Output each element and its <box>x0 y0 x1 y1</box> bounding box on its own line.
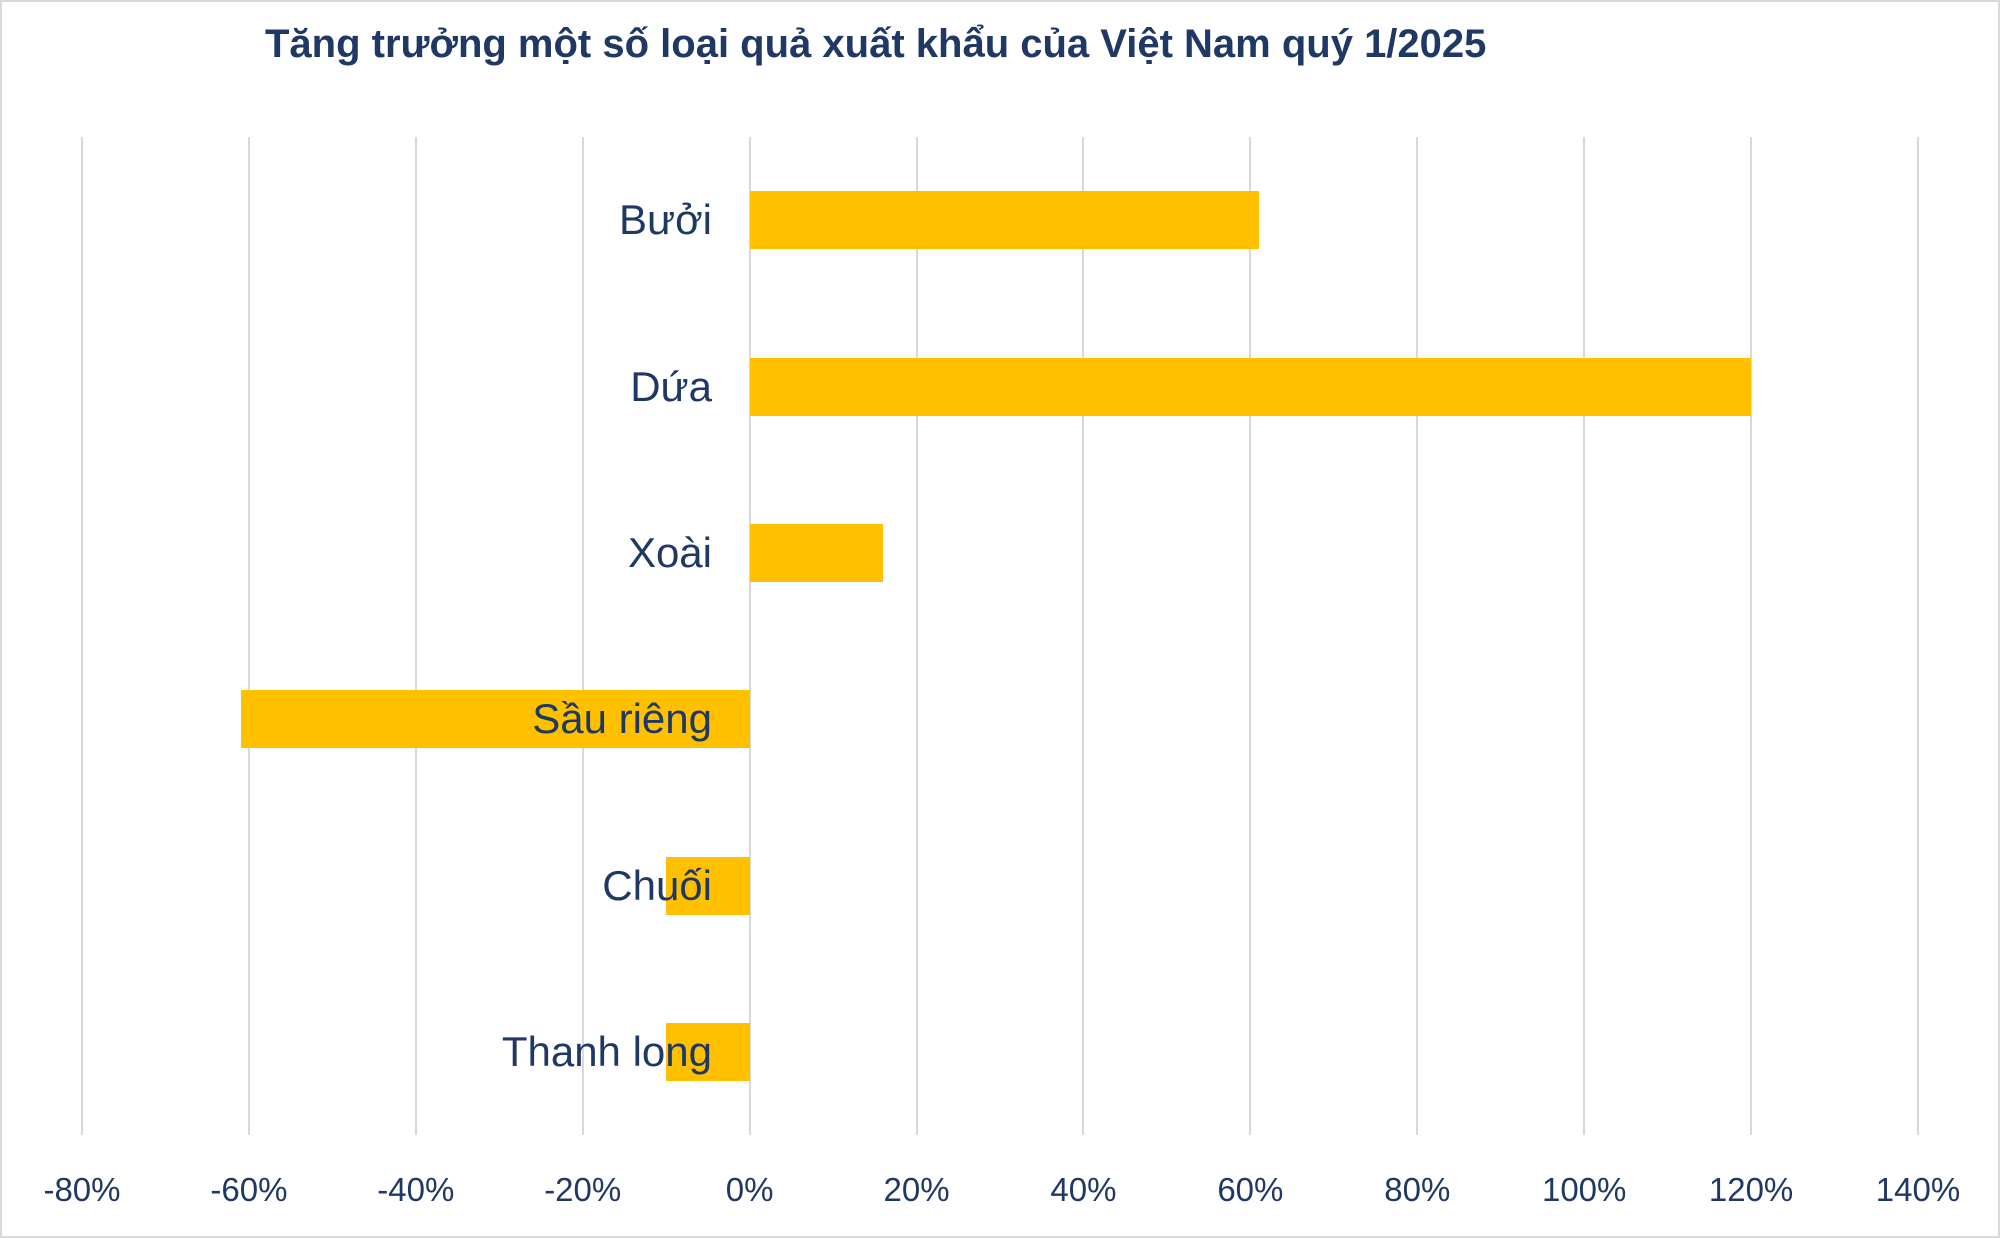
category-label: Bưởi <box>618 196 712 244</box>
bar-row-1 <box>749 191 1259 250</box>
x-axis-tick-label: 120% <box>1708 1171 1794 1208</box>
gridline--80pct <box>81 137 83 1135</box>
gridline-100pct <box>1583 137 1586 1135</box>
x-axis-tick-label: 100% <box>1541 1171 1627 1208</box>
x-axis-tick-label: 20% <box>883 1171 950 1208</box>
gridline-40pct <box>1082 137 1085 1135</box>
gridline--60pct <box>247 137 250 1135</box>
gridline-0pct <box>748 137 751 1135</box>
gridline--20pct <box>581 137 584 1135</box>
category-label: Thanh long <box>501 1027 712 1075</box>
x-axis-tick-label: 60% <box>1217 1171 1284 1208</box>
gridline-120pct <box>1750 137 1753 1135</box>
gridline-140pct <box>1917 137 1919 1135</box>
bar-row-6 <box>666 1022 750 1081</box>
x-axis-tick-label: -80% <box>43 1171 121 1208</box>
x-axis-tick-label: 0% <box>725 1171 774 1208</box>
gridline-60pct <box>1249 137 1252 1135</box>
category-label: Xoài <box>627 528 712 576</box>
category-label: Chuối <box>602 861 712 909</box>
bar-row-4 <box>240 690 750 749</box>
bar-row-3 <box>749 523 884 582</box>
chart-title: Tăng trưởng một số loại quả xuất khẩu củ… <box>265 22 1487 66</box>
x-axis-tick-label: 40% <box>1050 1171 1117 1208</box>
gridline-80pct <box>1416 137 1419 1135</box>
x-axis-tick-label: 80% <box>1384 1171 1451 1208</box>
x-axis-tick-label: -20% <box>544 1171 622 1208</box>
category-label: Sầu riêng <box>532 695 712 743</box>
category-label: Dứa <box>630 362 712 410</box>
x-axis-tick-label: -40% <box>377 1171 455 1208</box>
x-axis-tick-label: -60% <box>210 1171 288 1208</box>
bar-row-2 <box>749 357 1752 416</box>
x-axis-tick-label: 140% <box>1875 1171 1961 1208</box>
gridline-20pct <box>915 137 918 1135</box>
bar-row-5 <box>666 856 750 915</box>
gridline--40pct <box>414 137 417 1135</box>
